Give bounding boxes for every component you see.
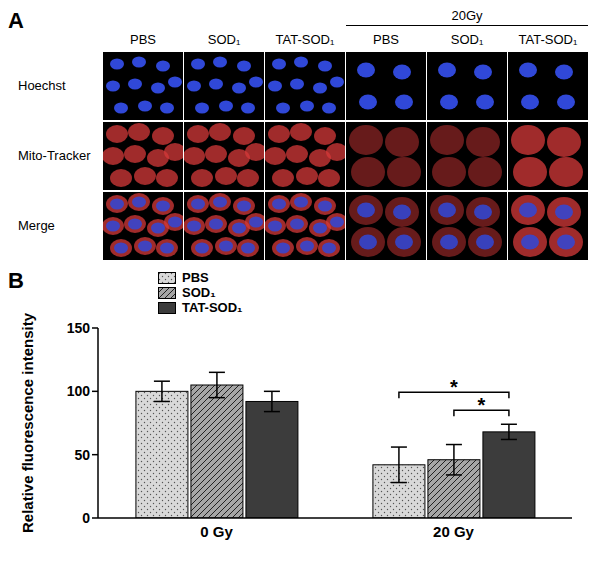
html-text:A: A	[8, 8, 24, 33]
svg-text:0: 0	[82, 510, 90, 526]
html-text:TAT-SOD₁: TAT-SOD₁	[182, 300, 243, 315]
html-text:Merge: Merge	[18, 218, 55, 233]
svg-text:50: 50	[74, 447, 90, 463]
html-text:TAT-SOD₁: TAT-SOD₁	[275, 32, 335, 47]
html-text:B: B	[8, 268, 24, 293]
html-text:20Gy: 20Gy	[451, 8, 483, 23]
svg-text:20 Gy: 20 Gy	[433, 523, 475, 540]
svg-text:100: 100	[67, 383, 91, 399]
html-text:Hoechst: Hoechst	[18, 78, 66, 93]
svg-text:150: 150	[67, 320, 91, 336]
html-text:PBS: PBS	[130, 32, 156, 47]
html-text:PBS: PBS	[373, 32, 399, 47]
html-text:PBS: PBS	[182, 270, 209, 285]
html-text:SOD₁: SOD₁	[450, 32, 484, 47]
html-text:Mito-Tracker: Mito-Tracker	[18, 148, 91, 163]
svg-text:*: *	[450, 376, 458, 398]
html-text:SOD₁: SOD₁	[207, 32, 241, 47]
svg-text:0 Gy: 0 Gy	[200, 523, 233, 540]
svg-text:Relative fluorescence intensit: Relative fluorescence intensity	[19, 312, 36, 533]
html-text:TAT-SOD₁: TAT-SOD₁	[518, 32, 578, 47]
html-text:SOD₁: SOD₁	[182, 285, 216, 300]
svg-text:*: *	[478, 394, 486, 416]
